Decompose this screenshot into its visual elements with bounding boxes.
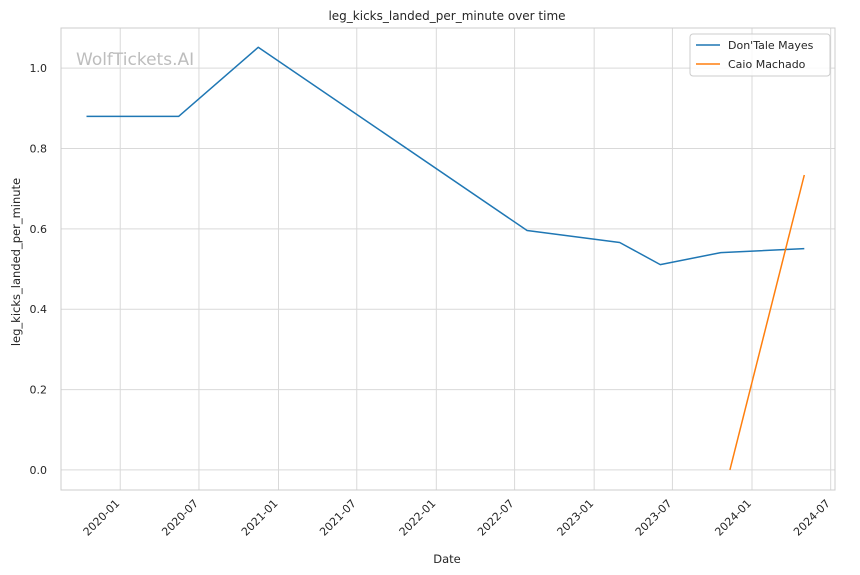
chart-title: leg_kicks_landed_per_minute over time bbox=[328, 9, 565, 23]
watermark: WolfTickets.AI bbox=[76, 50, 194, 70]
y-tick-label: 0.0 bbox=[30, 464, 48, 477]
y-tick-label: 0.2 bbox=[30, 384, 48, 397]
x-tick-label: 2020-01 bbox=[81, 497, 123, 539]
x-tick-label: 2021-01 bbox=[239, 497, 281, 539]
y-tick-label: 1.0 bbox=[30, 62, 48, 75]
y-axis-title: leg_kicks_landed_per_minute bbox=[9, 178, 23, 346]
x-tick-label: 2024-01 bbox=[712, 497, 754, 539]
legend-label-dontale-mayes: Don'Tale Mayes bbox=[728, 39, 814, 52]
tick-labels: 2020-01 2020-07 2021-01 2021-07 2022-01 2022-… bbox=[30, 62, 833, 538]
plot-frame bbox=[60, 27, 836, 491]
x-tick-label: 2022-07 bbox=[475, 497, 517, 539]
x-tick-label: 2023-01 bbox=[555, 497, 597, 539]
x-tick-label: 2022-01 bbox=[397, 497, 439, 539]
y-tick-label: 0.4 bbox=[30, 303, 48, 316]
x-tick-label: 2020-07 bbox=[159, 497, 201, 539]
x-tick-label: 2021-07 bbox=[317, 497, 359, 539]
series-line-0 bbox=[86, 46, 805, 266]
series-line-1 bbox=[729, 174, 806, 471]
grid bbox=[61, 28, 835, 490]
y-tick-label: 0.6 bbox=[30, 223, 48, 236]
legend: Don'Tale Mayes Caio Machado bbox=[689, 33, 831, 77]
series-lines bbox=[86, 46, 806, 471]
x-tick-label: 2023-07 bbox=[633, 497, 675, 539]
legend-box bbox=[689, 33, 831, 77]
x-tick-label: 2024-07 bbox=[791, 497, 833, 539]
legend-label-caio-machado: Caio Machado bbox=[728, 58, 806, 71]
x-axis-title: Date bbox=[433, 552, 461, 566]
y-tick-label: 0.8 bbox=[30, 143, 48, 156]
